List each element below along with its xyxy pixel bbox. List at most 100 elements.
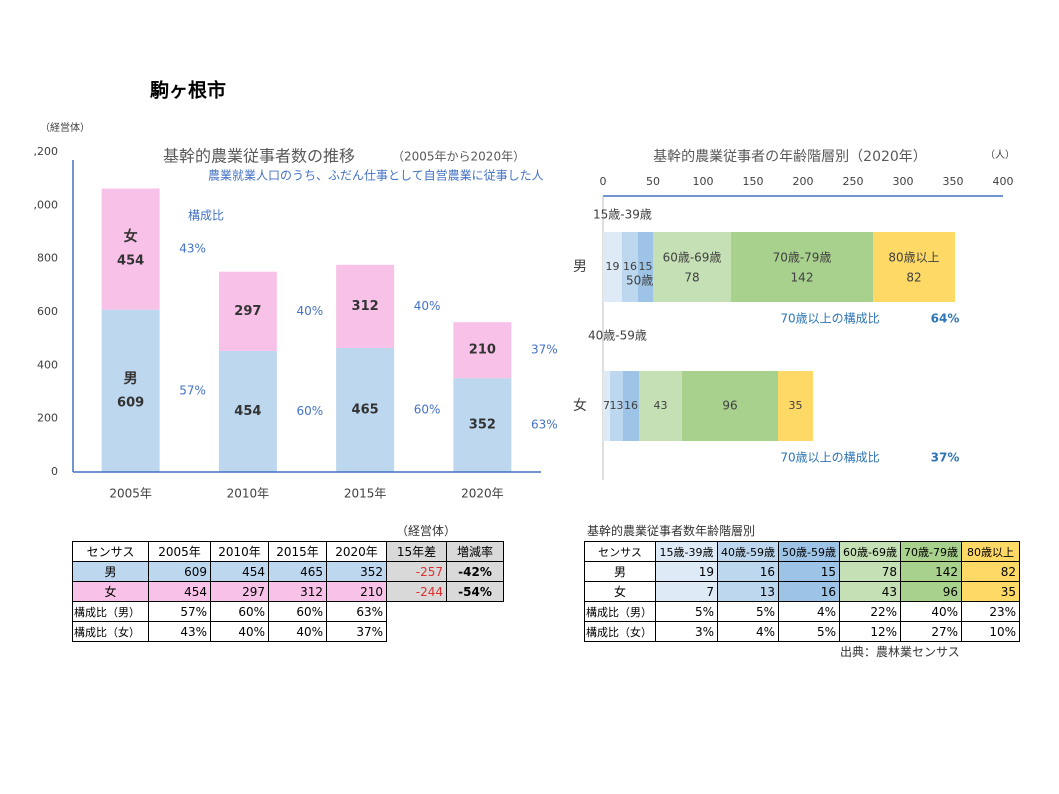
cell: 96 — [900, 581, 962, 602]
header-cell: 増減率 — [446, 541, 504, 562]
x-tick-label: 350 — [943, 175, 964, 188]
bar-segment — [653, 232, 731, 302]
y-tick-label: 400 — [37, 358, 58, 371]
cell: 82 — [961, 561, 1020, 582]
cell: 454 — [148, 581, 211, 602]
value-label: 454 — [234, 404, 261, 419]
share-label: 40% — [414, 299, 441, 313]
cell: 60% — [268, 601, 327, 622]
page-title: 駒ヶ根市 — [150, 79, 226, 102]
cell: 16 — [778, 581, 840, 602]
bar-segment — [623, 371, 639, 441]
cell: 12% — [839, 621, 901, 642]
cell: 13 — [717, 581, 779, 602]
bar-segment — [453, 322, 512, 379]
value-label: 19 — [606, 260, 620, 273]
series-label: 男 — [124, 371, 138, 387]
bar-segment — [682, 371, 778, 441]
cell: -42% — [446, 561, 504, 582]
annotation-value: 64% — [931, 312, 960, 326]
chart-title: 基幹的農業従事者の年齢階層別（2020年） — [653, 148, 927, 165]
header-row: センサス 15歳-39歳 40歳-59歳 50歳-59歳 60歳-69歳 70歳-79歳 8… — [584, 541, 1020, 562]
value-label: 96 — [722, 399, 737, 413]
value-label: 297 — [234, 304, 261, 319]
cell: 609 — [148, 561, 211, 582]
bar-segment — [731, 232, 873, 302]
value-label: 15 — [639, 260, 653, 273]
value-label: 609 — [117, 395, 144, 410]
bar-segment — [639, 371, 682, 441]
bar-segment — [336, 264, 395, 348]
row: 女 7 13 16 43 96 35 — [584, 581, 1020, 602]
cell: 40% — [210, 621, 269, 642]
cell: 43 — [839, 581, 901, 602]
cell: -257 — [386, 561, 447, 582]
bar-segment — [453, 378, 512, 472]
cell: 78 — [839, 561, 901, 582]
value-label: 16 — [624, 399, 638, 412]
bar-segment — [218, 350, 277, 472]
cell: 構成比（女） — [584, 621, 656, 642]
cell: 構成比（男） — [72, 601, 149, 622]
row: 女 454 297 312 210 -244 -54% — [72, 581, 504, 602]
cell: 22% — [839, 601, 901, 622]
x-unit: （人） — [985, 149, 1015, 161]
cell: 454 — [210, 561, 269, 582]
header-cell: 2015年 — [268, 541, 327, 562]
x-tick-label: 0 — [600, 175, 607, 188]
annotation: 70歳以上の構成比 — [780, 451, 879, 465]
cell: 女 — [72, 581, 149, 602]
x-tick-label: 300 — [893, 175, 914, 188]
value-label: 454 — [117, 254, 144, 269]
x-tick-label: 250 — [843, 175, 864, 188]
x-tick-label: 2015年 — [344, 487, 387, 501]
data-table: センサス 2005年 2010年 2015年 2020年 15年差 増減率男 609 454 46… — [72, 541, 504, 642]
cell: 40% — [900, 601, 962, 622]
annotation: 農業就業人口のうち、ふだん仕事として自営農業に従事した人 — [208, 169, 544, 183]
header-cell: 2020年 — [326, 541, 387, 562]
source: 出典：農林業センサス — [840, 645, 960, 659]
cell: 男 — [584, 561, 656, 582]
y-tick-label: ,000 — [34, 198, 59, 211]
value-label: 465 — [352, 403, 379, 418]
y-tick-label: 800 — [37, 252, 58, 265]
cell: 男 — [72, 561, 149, 582]
cell: 4% — [778, 601, 840, 622]
share-label: 57% — [179, 383, 206, 397]
cell: 60% — [210, 601, 269, 622]
cell: 3% — [655, 621, 718, 642]
y-tick-label: 男 — [573, 259, 587, 275]
cell: 63% — [326, 601, 387, 622]
series-label: 40歳-59歳 — [588, 329, 647, 343]
x-tick-label: 2005年 — [109, 487, 152, 501]
cell: 312 — [268, 581, 327, 602]
row: 男 19 16 15 78 142 82 — [584, 561, 1020, 582]
header-cell: 70歳-79歳 — [900, 541, 962, 562]
cell: 5% — [655, 601, 718, 622]
series-label: 70歳-79歳 — [773, 251, 832, 265]
value-label: 210 — [469, 343, 496, 358]
cell: 23% — [961, 601, 1020, 622]
share-label: 40% — [297, 304, 324, 318]
value-label: 82 — [906, 271, 921, 285]
y-tick-label: 600 — [37, 305, 58, 318]
cell: 構成比（男） — [584, 601, 656, 622]
series-label: 60歳-69歳 — [663, 251, 722, 265]
series-label: 女 — [124, 228, 138, 245]
bar-segment — [622, 232, 638, 302]
cell: 210 — [326, 581, 387, 602]
header-cell: センサス — [72, 541, 149, 562]
cell: 7 — [655, 581, 718, 602]
share-label: 60% — [297, 404, 324, 418]
data-table: センサス 15歳-39歳 40歳-59歳 50歳-59歳 60歳-69歳 70歳-79歳 8… — [584, 541, 1020, 642]
cell: 465 — [268, 561, 327, 582]
bar-segment — [873, 232, 955, 302]
header-cell: 80歳以上 — [961, 541, 1020, 562]
cell: 40% — [268, 621, 327, 642]
cell: 297 — [210, 581, 269, 602]
bar-segment — [101, 188, 160, 310]
series-label: 15歳-39歳 — [593, 208, 652, 222]
cell: 女 — [584, 581, 656, 602]
